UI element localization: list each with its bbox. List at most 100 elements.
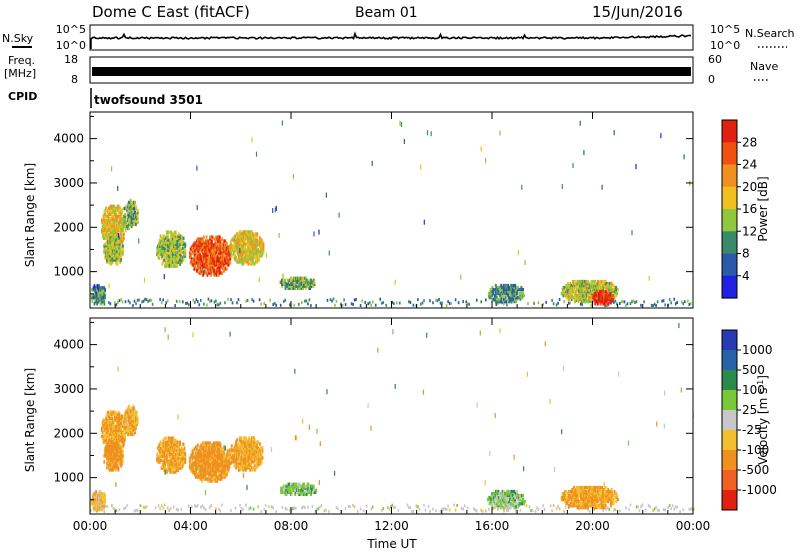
data-cell	[614, 299, 617, 303]
data-cell	[589, 295, 592, 300]
data-cell	[169, 468, 172, 472]
data-cell	[279, 303, 282, 307]
data-cell	[125, 220, 128, 225]
data-cell	[163, 246, 166, 250]
data-cell	[167, 250, 170, 254]
data-cell	[93, 286, 96, 290]
data-cell	[118, 258, 121, 262]
data-cell	[352, 503, 354, 507]
data-cell	[179, 248, 182, 252]
data-cell	[131, 414, 134, 419]
data-cell	[167, 468, 170, 472]
data-cell	[206, 461, 209, 465]
data-cell	[236, 258, 238, 262]
data-cell	[216, 479, 218, 483]
data-cell	[188, 251, 191, 255]
data-cell	[172, 258, 175, 262]
data-cell	[507, 509, 510, 512]
data-cell	[131, 210, 134, 215]
data-cell	[239, 240, 242, 244]
data-cell	[212, 477, 215, 481]
data-cell	[574, 291, 577, 296]
data-cell	[232, 246, 235, 250]
data-cell	[595, 285, 598, 290]
data-cell	[124, 216, 127, 221]
data-cell	[112, 412, 115, 416]
data-cell	[523, 293, 525, 298]
data-cell	[370, 303, 372, 307]
data-cell	[521, 295, 524, 300]
data-cell	[208, 251, 211, 255]
data-cell	[197, 261, 200, 265]
data-cell	[237, 256, 240, 260]
data-cell	[286, 484, 289, 488]
data-cell	[204, 461, 207, 465]
data-cell	[501, 293, 503, 298]
data-cell	[239, 503, 241, 507]
data-cell	[196, 451, 199, 455]
data-cell	[134, 216, 136, 221]
data-cell	[196, 443, 199, 447]
data-cell	[123, 436, 126, 440]
data-cell	[174, 460, 177, 464]
data-cell	[112, 444, 115, 448]
data-cell	[130, 428, 133, 433]
data-cell	[224, 465, 227, 469]
data-cell	[592, 279, 595, 284]
data-cell	[104, 290, 106, 294]
data-cell	[504, 287, 507, 292]
data-cell	[104, 450, 107, 454]
data-cell	[108, 210, 110, 214]
data-cell	[237, 248, 239, 252]
data-cell	[589, 299, 592, 304]
data-cell	[119, 256, 122, 260]
data-cell	[136, 418, 139, 423]
data-cell	[505, 299, 508, 304]
data-cell	[218, 237, 221, 241]
data-cell	[95, 300, 98, 304]
data-cell	[179, 252, 181, 256]
data-cell	[447, 300, 449, 304]
data-cell	[210, 267, 213, 271]
data-cell	[217, 245, 219, 249]
data-cell	[238, 244, 241, 248]
data-cell	[234, 450, 237, 454]
data-cell	[246, 260, 249, 264]
data-cell	[462, 507, 464, 511]
data-cell	[136, 214, 139, 219]
data-cell	[227, 449, 230, 453]
data-cell	[112, 248, 115, 252]
data-cell	[207, 239, 210, 243]
data-cell	[195, 447, 198, 451]
data-cell	[94, 290, 97, 294]
data-cell	[566, 281, 569, 286]
data-cell	[318, 229, 320, 235]
data-cell	[244, 242, 246, 246]
data-cell	[236, 444, 238, 448]
data-cell	[679, 510, 681, 513]
data-cell	[204, 508, 207, 512]
data-cell	[100, 508, 103, 512]
data-cell	[196, 205, 198, 210]
data-cell	[221, 469, 224, 473]
data-cell	[616, 302, 618, 306]
data-cell	[175, 507, 178, 511]
data-cell	[289, 280, 291, 284]
data-cell	[164, 446, 166, 450]
data-cell	[275, 510, 277, 513]
data-cell	[234, 258, 237, 262]
data-cell	[423, 219, 425, 225]
data-cell	[240, 456, 243, 460]
data-cell	[102, 230, 105, 234]
data-cell	[160, 242, 163, 246]
data-cell	[262, 244, 265, 248]
data-cell	[164, 462, 166, 466]
data-cell	[104, 432, 107, 436]
data-cell	[228, 465, 231, 469]
data-cell	[178, 256, 181, 260]
data-cell	[163, 242, 166, 246]
data-cell	[219, 457, 222, 461]
data-cell	[234, 234, 237, 238]
data-cell	[132, 220, 135, 225]
data-cell	[118, 426, 121, 430]
